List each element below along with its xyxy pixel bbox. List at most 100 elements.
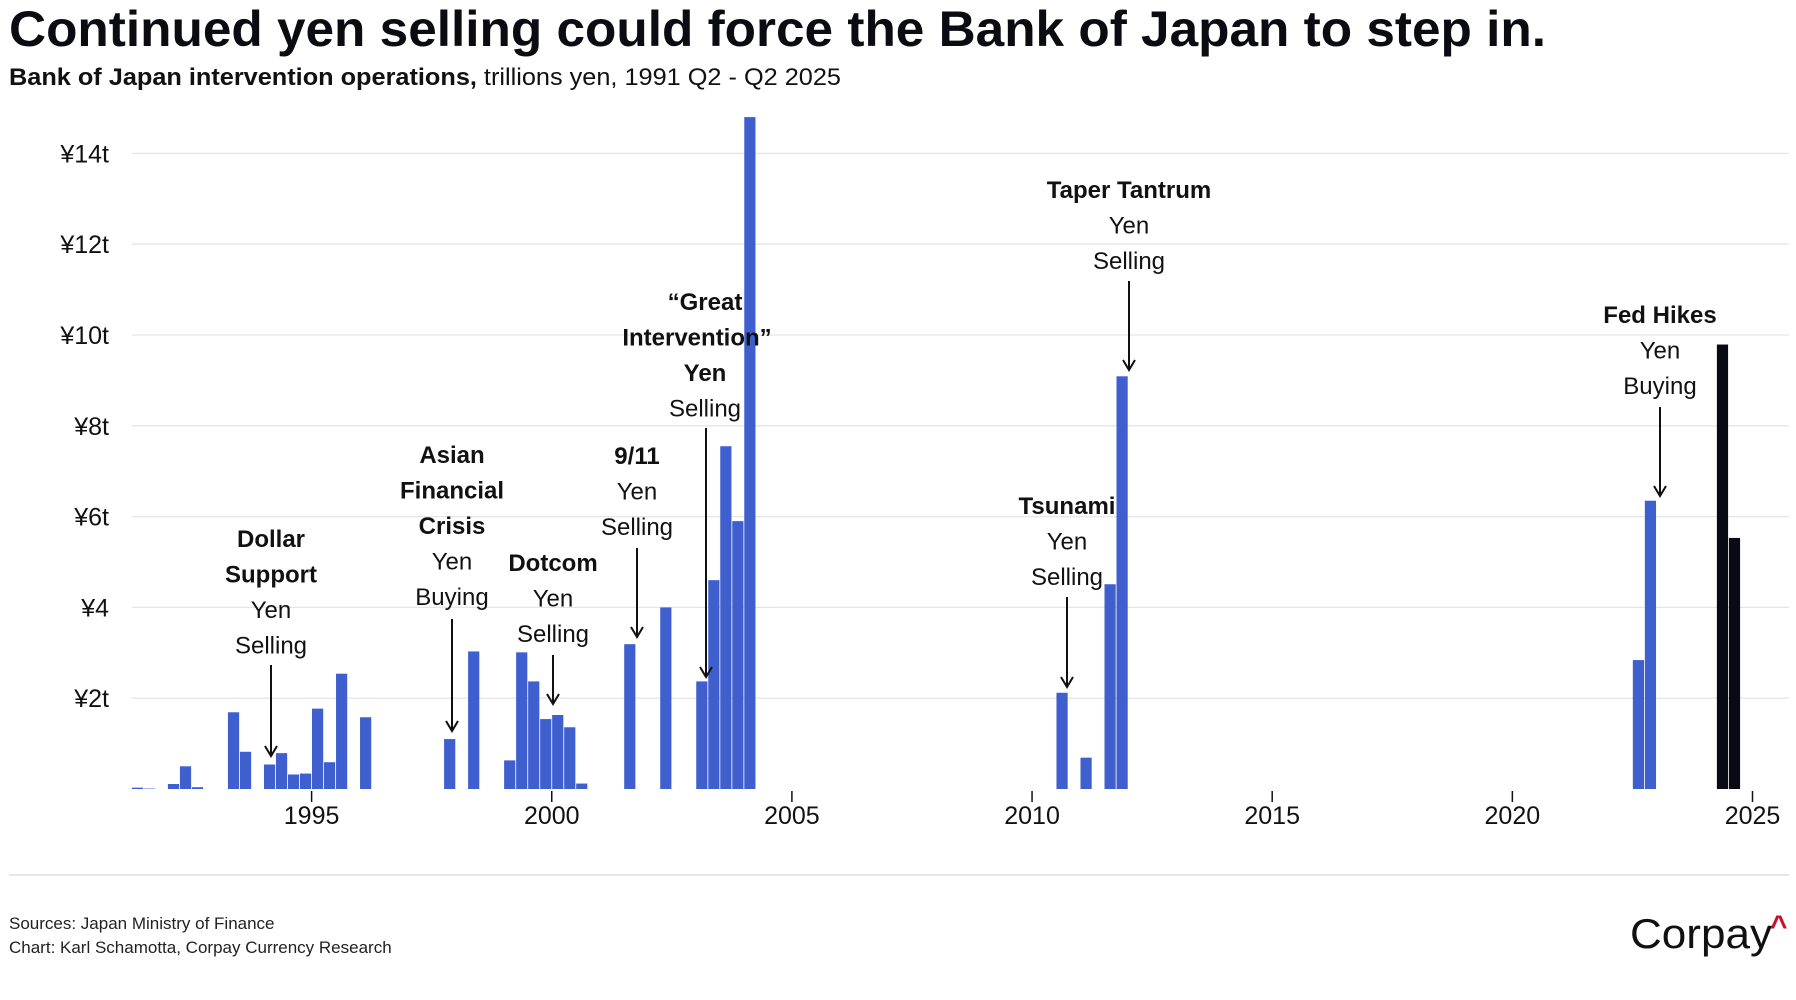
x-tick-label: 2025 [1725,802,1781,830]
x-tick-label: 1995 [284,802,340,830]
bar-1997-q4 [444,739,456,789]
bar-1999-q3 [528,681,540,789]
annotation-tsunami: Tsunami Yen Selling [1019,493,1116,689]
bar-1992-q2 [179,766,192,789]
bar-2003-q3 [720,446,732,789]
annotation-bold: Financial [400,478,504,505]
corpay-logo: Corpay ^ [1630,910,1788,957]
annotation-text: Yen [432,549,473,576]
y-axis: ¥2t ¥4 ¥6t ¥8t ¥10t ¥12t ¥14t [59,140,109,713]
subtitle-bold: Bank of Japan intervention operations, [9,64,477,91]
bar-2024-q2 [1716,344,1729,789]
bar-1994-q4 [299,773,312,789]
bars [131,117,1741,789]
logo-text: Corpay [1630,910,1772,957]
annotation-text: Yen [1047,529,1088,556]
bar-2024-q3 [1728,537,1741,789]
annotation-text: Yen [1109,213,1150,240]
y-tick-label: ¥12t [59,231,109,259]
bar-2022-q3 [1632,660,1645,789]
arrow-icon [1122,281,1136,372]
annotation-text: Yen [251,597,292,624]
annotation-bold: Yen [684,360,727,387]
x-tick-label: 2010 [1004,802,1060,830]
annotation-text: Selling [601,514,673,541]
annotation-great-intervention: “Great Intervention” Yen Selling [622,289,772,679]
bar-1991-q2 [131,787,144,789]
arrow-icon [546,655,560,706]
annotation-dollar-support: Dollar Support Yen Selling [225,526,317,758]
bar-1999-q2 [516,652,528,789]
chart-subtitle: Bank of Japan intervention operations, t… [9,64,841,91]
annotation-text: Yen [1640,338,1681,365]
bar-2010-q3 [1056,692,1068,789]
annotation-text: Yen [533,586,574,613]
annotation-bold: Dotcom [508,550,597,577]
gridlines [132,152,1789,699]
y-tick-label: ¥8t [73,413,109,441]
arrow-icon [630,548,644,639]
x-tick-label: 2015 [1244,802,1300,830]
bar-1992-q3 [191,787,204,789]
bar-1996-q1 [360,717,372,789]
bar-1998-q2 [468,651,480,789]
bar-2002-q2 [660,607,672,789]
annotation-text: Selling [1093,248,1165,275]
annotation-text: Yen [617,479,658,506]
y-tick-label: ¥4 [80,594,109,622]
annotation-dotcom: Dotcom Yen Selling [508,550,598,706]
arrow-icon [264,665,278,758]
bar-1994-q3 [287,774,300,789]
arrow-icon [1060,597,1074,689]
annotation-taper-tantrum: Taper Tantrum Yen Selling [1047,177,1211,372]
annotation-text: Selling [517,621,589,648]
bar-1994-q2 [275,753,288,789]
y-tick-label: ¥6t [73,504,109,532]
arrow-icon [699,428,713,679]
bar-2022-q4 [1644,500,1657,789]
bar-2000-q3 [576,783,588,789]
y-tick-label: ¥2t [73,685,109,713]
arrow-icon [445,619,459,733]
bar-2003-q2 [708,580,720,789]
bar-2004-q1 [744,117,756,789]
bar-1999-q1 [504,760,516,789]
chart-title: Continued yen selling could force the Ba… [9,1,1546,57]
annotation-text: Buying [415,584,488,611]
annotation-text: Selling [1031,564,1103,591]
bar-1999-q4 [540,719,552,789]
annotation-bold: Crisis [419,513,486,540]
bar-1995-q1 [312,708,324,789]
annotation-bold: Tsunami [1019,493,1116,520]
bar-2003-q1 [696,681,708,789]
bar-2000-q1 [552,714,564,789]
x-tick-label: 2000 [524,802,580,830]
subtitle-rest: trillions yen, 1991 Q2 - Q2 2025 [477,64,841,91]
bar-1993-q2 [227,712,240,789]
bar-2011-q1 [1080,757,1092,789]
arrow-icon [1653,407,1667,498]
annotation-bold: Fed Hikes [1603,302,1716,329]
sources-text: Sources: Japan Ministry of Finance [9,914,275,933]
x-tick-label: 2020 [1485,802,1541,830]
annotation-bold: “Great [668,289,743,316]
logo-accent: ^ [1770,910,1788,943]
bar-1992-q1 [167,784,180,789]
annotation-bold: 9/11 [614,443,659,470]
y-tick-label: ¥14t [59,140,109,168]
bar-2011-q4 [1116,376,1128,789]
annotation-bold: Dollar [237,526,305,553]
x-tick-label: 2005 [764,802,820,830]
bar-2000-q2 [564,727,576,789]
annotation-fed-hikes: Fed Hikes Yen Buying [1603,302,1717,498]
x-axis: 1995 2000 2005 2010 2015 2020 2025 [284,791,1781,830]
credit-text: Chart: Karl Schamotta, Corpay Currency R… [9,938,392,957]
bar-2003-q4 [732,521,744,789]
